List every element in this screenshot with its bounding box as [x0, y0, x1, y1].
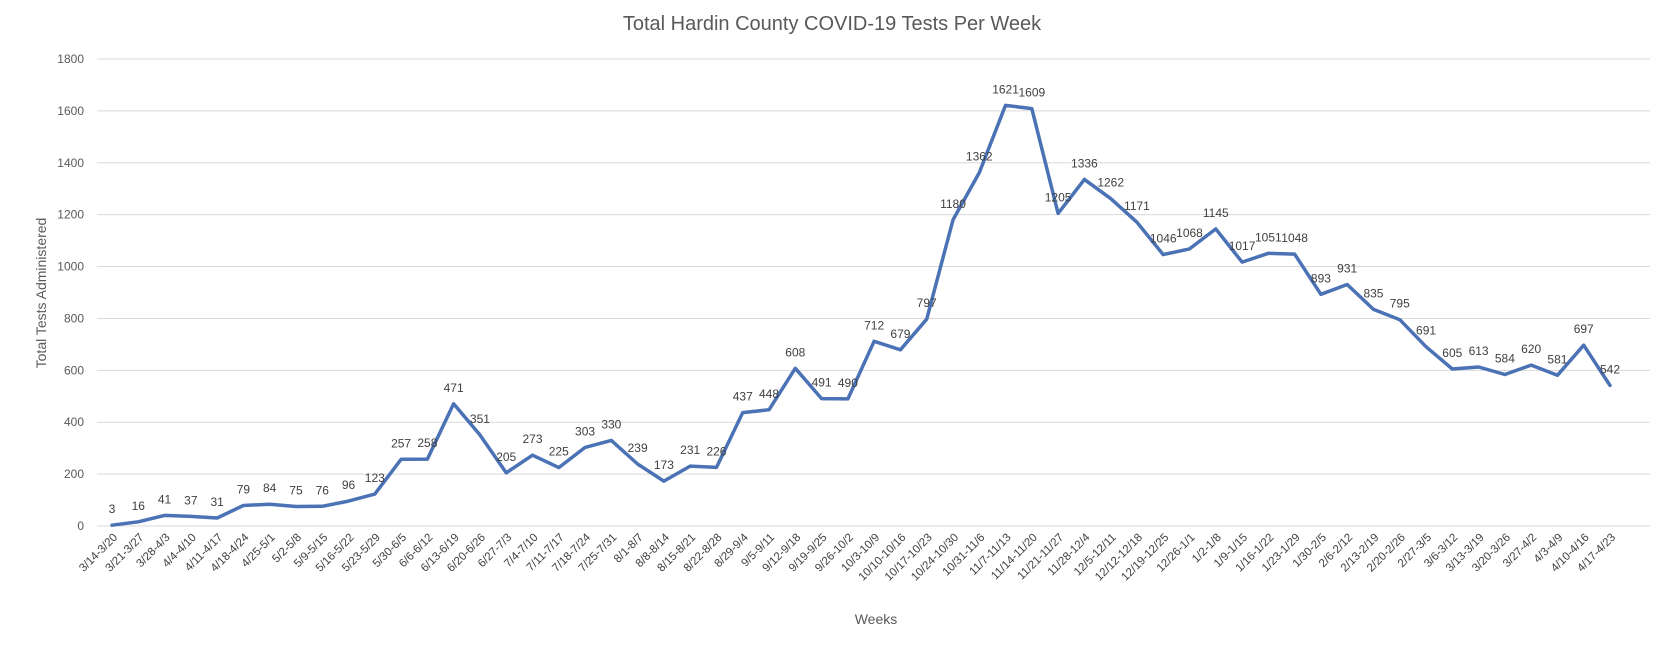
y-tick-label: 800 [64, 311, 84, 325]
y-tick-label: 1200 [57, 208, 84, 222]
data-label: 1609 [1018, 86, 1045, 100]
data-label: 893 [1311, 271, 1331, 285]
data-label: 96 [342, 478, 356, 492]
y-tick-label: 1000 [57, 260, 84, 274]
series-layer [110, 103, 1612, 527]
y-tick-label: 1400 [57, 156, 84, 170]
data-label: 1180 [940, 197, 966, 211]
data-label: 1362 [966, 150, 993, 164]
data-label: 797 [917, 296, 937, 310]
data-label: 76 [316, 483, 330, 497]
y-axis-title: Total Tests Administered [33, 218, 49, 369]
data-label: 37 [184, 493, 198, 507]
data-label: 303 [575, 424, 595, 438]
data-label: 258 [417, 436, 437, 450]
data-label: 31 [210, 495, 224, 509]
y-tick-label: 600 [64, 363, 84, 377]
data-label: 3 [109, 502, 116, 516]
data-label: 41 [158, 492, 172, 506]
data-label: 257 [391, 436, 411, 450]
data-label: 620 [1521, 342, 1541, 356]
data-label: 712 [864, 318, 884, 332]
data-label: 795 [1390, 297, 1410, 311]
data-label: 1017 [1229, 239, 1256, 253]
data-label: 173 [654, 458, 674, 472]
data-label: 1171 [1124, 199, 1150, 213]
data-label: 1262 [1097, 176, 1124, 190]
data-label: 491 [812, 376, 832, 390]
data-label: 1051 [1255, 230, 1282, 244]
y-tick-label: 1600 [57, 104, 84, 118]
y-axis-ticks: 0 200 400 600 800 1000 1200 1400 1600 1800 [57, 52, 84, 533]
data-label: 205 [496, 450, 516, 464]
data-label: 437 [733, 390, 753, 404]
data-label: 330 [601, 417, 621, 431]
data-label: 1336 [1071, 156, 1098, 170]
data-label: 1205 [1045, 190, 1072, 204]
data-label: 226 [706, 444, 726, 458]
data-label: 225 [549, 445, 569, 459]
data-label: 584 [1495, 351, 1515, 365]
data-label: 75 [289, 484, 303, 498]
x-axis-title: Weeks [855, 611, 898, 627]
data-label: 1048 [1281, 231, 1308, 245]
data-label: 697 [1574, 322, 1594, 336]
data-label: 84 [263, 481, 277, 495]
data-label: 605 [1442, 346, 1462, 360]
data-label: 351 [470, 412, 490, 426]
data-label: 613 [1469, 344, 1489, 358]
data-label: 490 [838, 376, 858, 390]
data-label: 448 [759, 387, 779, 401]
y-tick-label: 200 [64, 467, 84, 481]
data-label: 1621 [992, 82, 1019, 96]
data-label: 679 [890, 327, 910, 341]
series-line-tests [110, 103, 1612, 527]
data-label: 691 [1416, 324, 1436, 338]
data-label: 931 [1337, 261, 1357, 275]
data-label: 471 [444, 381, 464, 395]
data-label: 16 [132, 499, 146, 513]
data-label: 123 [365, 471, 385, 485]
data-label: 239 [628, 441, 648, 455]
y-tick-label: 1800 [57, 52, 84, 66]
data-label: 231 [680, 443, 700, 457]
data-label: 273 [522, 432, 542, 446]
data-label: 542 [1600, 362, 1620, 376]
data-label: 1145 [1203, 206, 1229, 220]
data-labels: 3 16 41 37 31 79 84 75 76 96 123 257 258 471 351 205 273… [109, 82, 1621, 516]
y-tick-label: 400 [64, 415, 84, 429]
data-label: 835 [1363, 286, 1383, 300]
y-tick-label: 0 [77, 519, 84, 533]
data-label: 1046 [1150, 232, 1177, 246]
data-label: 608 [785, 345, 805, 359]
chart-title: Total Hardin County COVID-19 Tests Per W… [623, 13, 1042, 35]
data-label: 79 [237, 483, 251, 497]
x-axis-ticks: 3/14-3/203/21-3/273/28-4/34/4-4/104/11-4… [77, 531, 1618, 583]
data-label: 1068 [1176, 226, 1203, 240]
data-label: 581 [1547, 352, 1567, 366]
gridlines [97, 58, 1650, 527]
